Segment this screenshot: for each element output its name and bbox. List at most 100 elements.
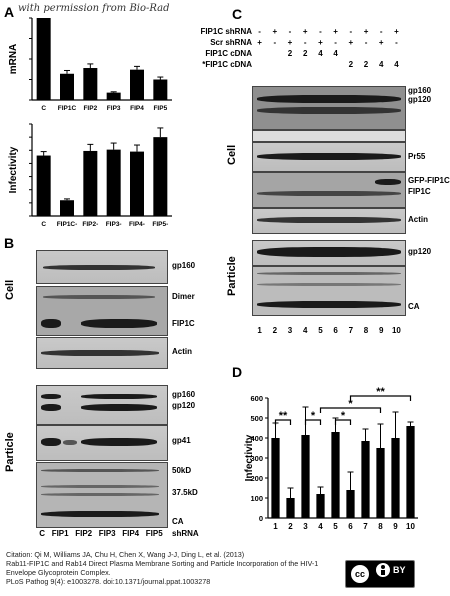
significance-label: *	[348, 398, 353, 410]
condition-cell	[252, 49, 267, 58]
y-tick-label: 200	[250, 474, 263, 483]
condition-cell: -	[334, 38, 337, 47]
b-label-gp120: gp120	[172, 401, 196, 410]
citation: Citation: Qi M, Williams JA, Chu H, Chen…	[6, 550, 336, 586]
c-lane-number: 5	[318, 326, 323, 335]
condition-cell	[282, 60, 297, 69]
condition-cell: 2	[363, 60, 369, 69]
condition-row-label: FIP1C shRNA	[200, 27, 252, 36]
b-label-fip1c: FIP1C	[172, 319, 195, 328]
bar	[406, 426, 415, 518]
bar	[60, 73, 74, 100]
condition-cell: +	[257, 38, 262, 47]
condition-cell: +	[333, 27, 338, 36]
blot-b-fip1c	[36, 286, 168, 336]
x-tick-label: C	[41, 105, 46, 112]
blot-c-gp160-gp120	[252, 86, 406, 130]
cc-by-license-badge[interactable]: cc BY	[345, 560, 415, 588]
condition-row-label: FIP1C cDNA	[205, 49, 252, 58]
citation-line: Envelope Glycoprotein Complex.	[6, 568, 111, 577]
x-tick-label: FIP1C	[58, 105, 77, 112]
condition-cell: -	[273, 38, 277, 47]
condition-cell: -	[395, 38, 398, 47]
y-tick-label: 0	[259, 514, 263, 523]
panel-c-cell-label-wrap: Cell	[226, 145, 246, 177]
condition-cell: +	[394, 27, 399, 36]
y-axis-label: mRNA	[8, 44, 19, 75]
bar	[316, 494, 325, 518]
blot-b-gp160-gp120	[36, 385, 168, 425]
c-lane-number: 9	[379, 326, 384, 335]
x-tick-label: 7	[363, 522, 368, 531]
panel-b-cell-label-wrap: Cell	[4, 280, 24, 312]
condition-cell	[389, 49, 404, 58]
x-tick-label: 8	[378, 522, 383, 531]
b-label-gp160: gp160	[172, 261, 196, 270]
significance-bracket	[334, 419, 352, 425]
x-tick-label: FIP5-	[152, 221, 168, 228]
b-lane-label: FIP2	[75, 529, 93, 538]
condition-cell	[374, 49, 389, 58]
x-tick-label: FIP3-	[106, 221, 122, 228]
b-label-gp160b: gp160	[172, 390, 196, 399]
condition-cell: -	[288, 27, 292, 36]
panel-d-letter: D	[232, 364, 243, 380]
y-tick-label: 300	[250, 454, 263, 463]
attribution-person-icon	[376, 563, 390, 577]
x-tick-label: FIP1C-	[57, 221, 78, 228]
condition-cell: +	[302, 27, 308, 36]
bar	[391, 438, 400, 518]
y-tick-label: 400	[250, 434, 263, 443]
condition-cell: +	[363, 27, 369, 36]
condition-row-label: FIP1C cDNA*	[202, 60, 252, 69]
bar	[271, 438, 280, 518]
y-tick-label: 500	[250, 414, 263, 423]
x-tick-label: 1	[273, 522, 278, 531]
blot-b-gp41	[36, 425, 168, 461]
blot-b-particle-ca	[36, 462, 168, 528]
condition-row: FIP1C cDNA* 2 2 4 4	[202, 59, 410, 70]
x-tick-label: 4	[318, 522, 323, 531]
c-lane-number: 6	[333, 326, 338, 335]
significance-label: **	[376, 386, 385, 398]
b-label-37-5kd: 37.5kD	[172, 488, 198, 497]
bar	[346, 490, 355, 518]
bar	[301, 435, 310, 518]
c-lane-number: 4	[302, 326, 308, 335]
blot-c-ca	[252, 266, 406, 316]
bar	[130, 69, 144, 100]
panel-b-letter: B	[4, 235, 15, 251]
x-tick-label: 9	[393, 522, 398, 531]
b-label-gp41: gp41	[172, 436, 191, 445]
blot-b-actin	[36, 337, 168, 369]
c-label-gp120b: gp120	[408, 247, 432, 256]
blot-c-pr55	[252, 142, 406, 172]
bar	[331, 432, 340, 518]
b-lane-labels: C FIP1 FIP2 FIP3 FIP4 FIP5	[36, 529, 166, 538]
condition-cell: -	[303, 38, 307, 47]
x-tick-label: FIP2	[83, 105, 97, 112]
panel-c-condition-table: FIP1C shRNA - + - + - + - + - + Scr shRNA + - + - + - + - + -…	[200, 26, 410, 70]
condition-cell: +	[348, 38, 354, 47]
bar	[36, 18, 51, 100]
condition-cell: 2	[348, 60, 354, 69]
x-tick-label: C	[41, 221, 46, 228]
c-lane-number: 1	[257, 326, 262, 335]
condition-cell	[267, 60, 282, 69]
bar	[361, 441, 370, 518]
c-lane-number: 10	[391, 326, 401, 335]
condition-cell: 2	[287, 49, 293, 58]
x-tick-label: FIP3	[107, 105, 121, 112]
significance-bracket	[304, 419, 322, 425]
y-axis-label: Infectivity	[8, 146, 19, 193]
x-tick-label: 6	[348, 522, 353, 531]
bar	[83, 150, 98, 216]
x-tick-label: 3	[303, 522, 308, 531]
panel-b-particle-label: Particle	[4, 432, 16, 472]
x-tick-label: 10	[406, 522, 415, 531]
bar	[286, 498, 295, 518]
b-label-shrna: shRNA	[172, 529, 199, 538]
cc-logo-icon: cc	[349, 563, 371, 585]
blot-b-gp160	[36, 250, 168, 284]
condition-cell: 4	[318, 49, 323, 58]
